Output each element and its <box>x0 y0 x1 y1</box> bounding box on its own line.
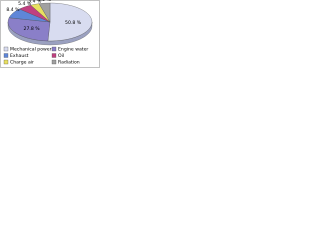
legend-swatch <box>3 46 9 52</box>
legend-swatch <box>3 59 9 65</box>
legend-swatch <box>51 59 57 65</box>
pie-slice <box>38 2 51 23</box>
legend: Mechanical power Engine water Exhaust Oil Ch… <box>3 46 88 66</box>
legend-swatch <box>51 53 57 58</box>
legend-label: Charge air <box>10 60 34 66</box>
legend-swatch <box>51 46 57 52</box>
legend-swatch <box>3 53 9 58</box>
legend-label: Radiation <box>58 60 80 66</box>
data-label: 50.8 % <box>65 20 82 26</box>
pie: 50.8 % 27.8 % 8.4 %5.4 %3.4 %4.2 % <box>6 0 93 46</box>
legend-label: Exhaust <box>10 53 29 59</box>
data-label: 27.8 % <box>24 26 41 32</box>
data-label: 4.2 % <box>38 0 52 3</box>
data-label: 5.4 % <box>18 1 32 7</box>
data-label: 8.4 % <box>6 7 20 13</box>
legend-label: Mechanical power <box>10 47 52 53</box>
legend-label: Oil <box>58 53 64 59</box>
page: {"chart_data": {"type": "pie", "categori… <box>0 0 100 68</box>
chart: 50.8 % 27.8 % 8.4 %5.4 %3.4 %4.2 % Mechani… <box>0 0 100 68</box>
pie-slice <box>47 2 93 42</box>
data-label: 3.4 % <box>28 0 42 4</box>
pie-slice <box>7 17 51 42</box>
legend-label: Engine water <box>58 47 88 53</box>
